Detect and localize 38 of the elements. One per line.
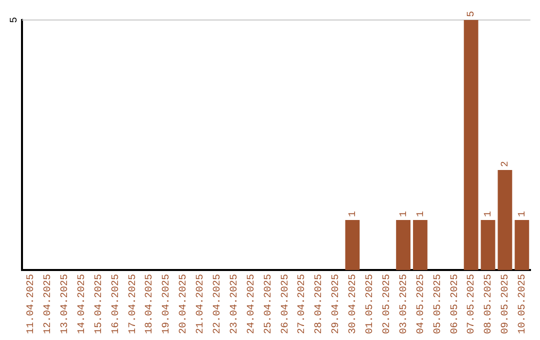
x-tick-label: 10.05.2025 [518,274,529,334]
data-label: 1 [416,210,427,217]
ref-line-label: 5 [10,16,21,24]
data-label: 1 [518,210,529,217]
x-tick-label: 08.05.2025 [484,274,495,334]
x-tick-label: 21.04.2025 [196,274,207,334]
x-tick-label: 23.04.2025 [229,274,240,334]
x-tick-label: 25.04.2025 [263,274,274,334]
data-label: 1 [348,210,360,217]
x-tick-label: 12.04.2025 [43,274,54,334]
x-tick-label: 15.04.2025 [94,274,105,334]
x-tick-label: 01.05.2025 [365,274,376,334]
x-tick-label: 16.04.2025 [110,274,122,334]
x-tick-label: 29.04.2025 [331,274,342,334]
x-tick-label: 13.04.2025 [60,274,72,334]
data-label: 2 [500,160,512,167]
x-tick-label: 22.04.2025 [212,274,224,334]
x-tick-label: 05.05.2025 [432,274,444,334]
x-tick-label: 20.04.2025 [178,274,190,334]
x-tick-label: 07.05.2025 [466,274,478,334]
x-tick-label: 06.05.2025 [450,274,461,334]
x-tick-label: 19.04.2025 [162,274,173,334]
data-label: 5 [466,10,478,17]
x-tick-label: 26.04.2025 [280,274,292,334]
x-tick-label: 11.04.2025 [26,274,38,334]
x-tick-label: 17.04.2025 [128,274,139,334]
x-tick-label: 14.04.2025 [76,274,88,334]
x-tick-label: 18.04.2025 [144,274,156,334]
data-label: 1 [484,210,495,217]
x-tick-label: 30.04.2025 [348,274,360,334]
x-tick-label: 04.05.2025 [416,274,427,334]
x-tick-label: 28.04.2025 [314,274,326,334]
x-tick-label: 09.05.2025 [500,274,512,334]
data-label: 1 [398,210,410,217]
x-tick-label: 03.05.2025 [398,274,410,334]
x-tick-label: 02.05.2025 [382,274,393,334]
x-tick-label: 24.04.2025 [246,274,258,334]
x-tick-label: 27.04.2025 [297,274,308,334]
